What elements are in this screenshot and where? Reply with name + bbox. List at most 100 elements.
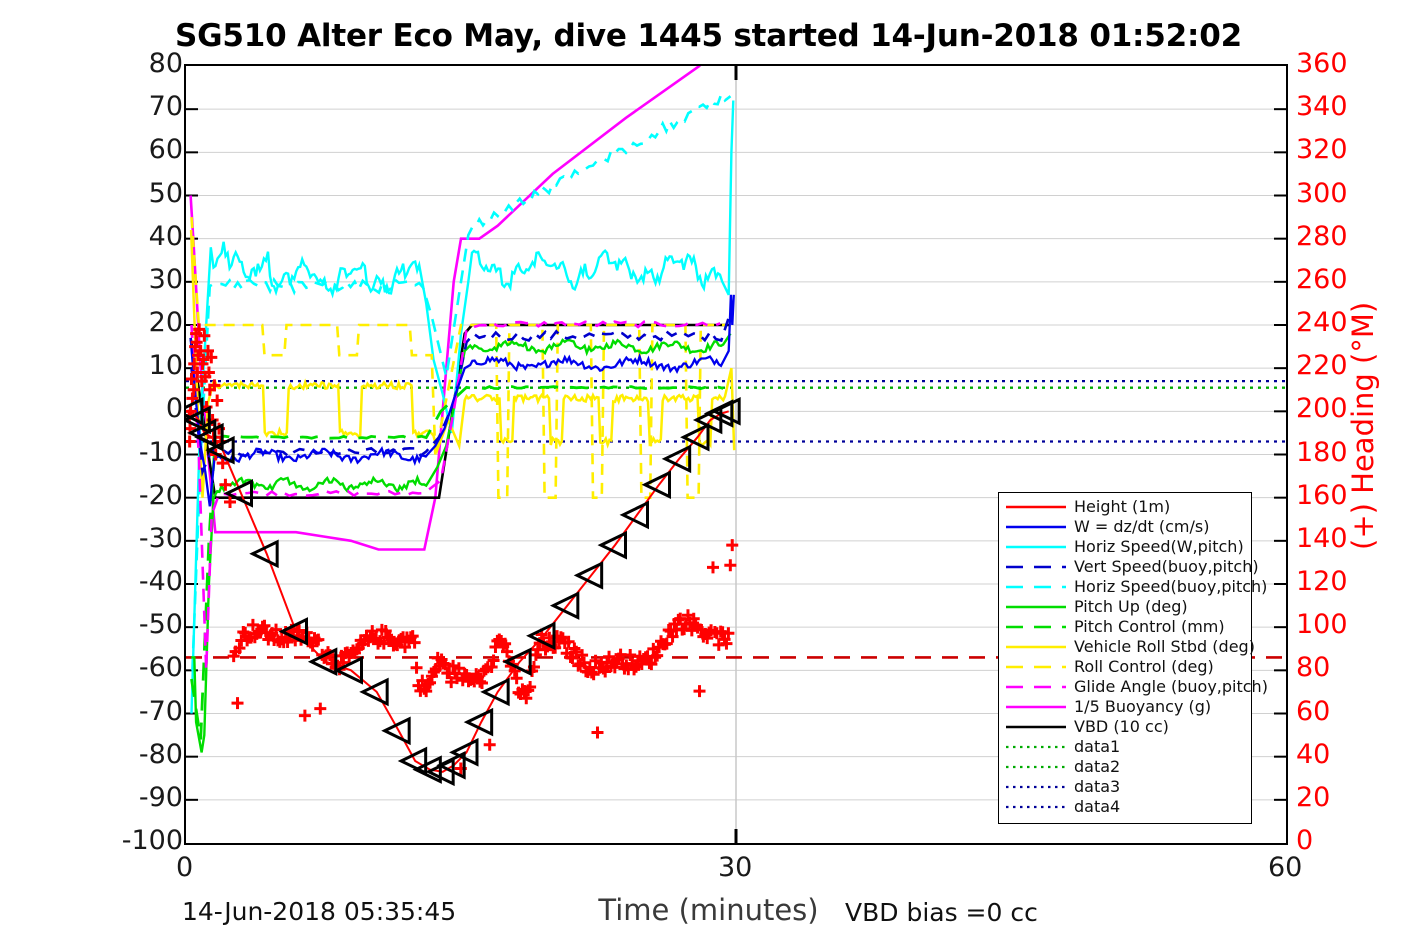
y-axis-right-label: (+) Heading (°M) — [1346, 301, 1380, 550]
y-tick-left: -50 — [138, 609, 183, 641]
legend-item-label: Vehicle Roll Stbd (deg) — [1074, 637, 1255, 656]
y-tick-right: 40 — [1296, 738, 1331, 770]
legend-item[interactable]: Glide Angle (buoy,pitch) — [999, 677, 1268, 697]
legend-swatch-icon — [1005, 720, 1067, 734]
height-marker — [549, 591, 580, 620]
y-tick-right: 140 — [1296, 522, 1348, 554]
height-marker — [661, 444, 692, 474]
y-tick-right: 200 — [1296, 393, 1348, 425]
height-marker — [186, 405, 211, 435]
height-markers — [186, 397, 741, 787]
y-tick-right: 280 — [1296, 220, 1348, 252]
legend-item[interactable]: data1 — [999, 737, 1251, 757]
legend-item[interactable]: 1/5 Buoyancy (g) — [999, 697, 1251, 717]
height-marker — [619, 500, 649, 530]
legend-item[interactable]: Pitch Up (deg) — [999, 597, 1251, 617]
series-vehicle-roll-stbd — [189, 229, 736, 498]
y-tick-left: -60 — [138, 652, 183, 684]
height-marker — [436, 751, 466, 780]
series-pitch-control — [190, 385, 724, 740]
legend-swatch-icon — [1005, 780, 1067, 794]
legend-swatch-icon — [1005, 740, 1067, 754]
y-tick-right: 300 — [1296, 177, 1348, 209]
y-tick-right: 120 — [1296, 566, 1348, 597]
height-marker — [381, 716, 411, 746]
y-tick-right: 260 — [1296, 263, 1348, 295]
height-marker — [463, 707, 494, 737]
y-tick-left: -100 — [121, 825, 183, 856]
legend-item-label: data1 — [1074, 737, 1121, 756]
legend: Height (1m) W = dz/dt (cm/s) Horiz Speed(W… — [998, 492, 1268, 824]
height-marker — [194, 422, 224, 452]
height-marker — [397, 746, 428, 776]
y-tick-left: -10 — [138, 436, 183, 468]
height-marker — [249, 539, 279, 569]
x-axis-label: Time (minutes) — [598, 893, 819, 927]
legend-swatch-icon — [1005, 660, 1067, 674]
height-marker — [480, 677, 510, 707]
height-marker — [711, 397, 741, 426]
y-tick-left: -80 — [138, 738, 183, 770]
height-marker — [307, 647, 338, 676]
height-marker — [502, 647, 532, 676]
y-tick-left: 70 — [148, 91, 183, 123]
legend-swatch-icon — [1005, 800, 1067, 814]
x-tick: 0 — [176, 852, 194, 883]
height-marker — [359, 677, 389, 707]
page-title: SG510 Alter Eco May, dive 1445 started 1… — [175, 18, 1242, 54]
y-tick-left: -70 — [138, 695, 183, 727]
y-tick-right: 20 — [1296, 781, 1331, 813]
legend-item-label: Roll Control (deg) — [1074, 657, 1214, 676]
series-glide-angle — [190, 319, 721, 671]
legend-item-label: Pitch Control (mm) — [1074, 617, 1225, 636]
legend-item[interactable]: data3 — [999, 777, 1251, 797]
series-heading-scatter — [186, 323, 739, 775]
height-marker — [333, 656, 363, 685]
height-marker — [412, 755, 442, 784]
plot-canvas — [186, 66, 1286, 843]
y-tick-right: 100 — [1296, 609, 1348, 641]
y-tick-left: 80 — [148, 48, 183, 79]
legend-item[interactable]: Pitch Control (mm) — [999, 617, 1251, 637]
height-marker — [223, 479, 253, 508]
legend-item[interactable]: VBD (10 cc) — [999, 717, 1251, 737]
legend-swatch-icon — [1005, 620, 1067, 634]
dive-end-timestamp: 14-Jun-2018 05:35:45 — [182, 897, 457, 926]
legend-item-label: Height (1m) — [1074, 497, 1171, 516]
height-marker — [597, 530, 627, 560]
legend-item[interactable]: Vehicle Roll Stbd (deg) — [999, 637, 1255, 657]
height-marker — [526, 621, 556, 651]
y-tick-left: -90 — [138, 781, 183, 813]
y-tick-left: -30 — [138, 522, 183, 554]
x-tick: 60 — [1268, 852, 1303, 883]
legend-item[interactable]: Horiz Speed(buoy,pitch) — [999, 577, 1267, 597]
legend-swatch-icon — [1005, 760, 1067, 774]
x-tick: 30 — [718, 852, 753, 883]
series-height-line — [190, 410, 729, 773]
legend-item[interactable]: Height (1m) — [999, 497, 1251, 517]
legend-item[interactable]: Roll Control (deg) — [999, 657, 1251, 677]
series-vert-speed-buoy-pitch — [190, 311, 732, 477]
legend-item[interactable]: Vert Speed(buoy,pitch) — [999, 557, 1259, 577]
y-tick-left: 0 — [165, 393, 183, 425]
legend-swatch-icon — [1005, 540, 1067, 554]
height-marker — [449, 738, 479, 767]
legend-item-label: VBD (10 cc) — [1074, 717, 1169, 736]
legend-item[interactable]: data2 — [999, 757, 1251, 777]
y-tick-left: 30 — [148, 263, 183, 295]
y-tick-right: 160 — [1296, 479, 1348, 511]
legend-item[interactable]: W = dz/dt (cm/s) — [999, 517, 1251, 537]
y-tick-right: 320 — [1296, 134, 1348, 166]
y-tick-right: 340 — [1296, 91, 1348, 123]
legend-swatch-icon — [1005, 560, 1067, 574]
height-marker — [278, 617, 308, 646]
legend-item[interactable]: data4 — [999, 797, 1251, 817]
y-tick-right: 220 — [1296, 350, 1348, 382]
legend-swatch-icon — [1005, 580, 1067, 594]
legend-item[interactable]: Horiz Speed(W,pitch) — [999, 537, 1251, 557]
y-tick-right: 60 — [1296, 695, 1331, 727]
height-marker — [573, 561, 604, 590]
legend-swatch-icon — [1005, 600, 1067, 614]
vbd-bias-note: VBD bias =0 cc — [845, 898, 1038, 927]
series-pitch-up — [191, 332, 732, 753]
